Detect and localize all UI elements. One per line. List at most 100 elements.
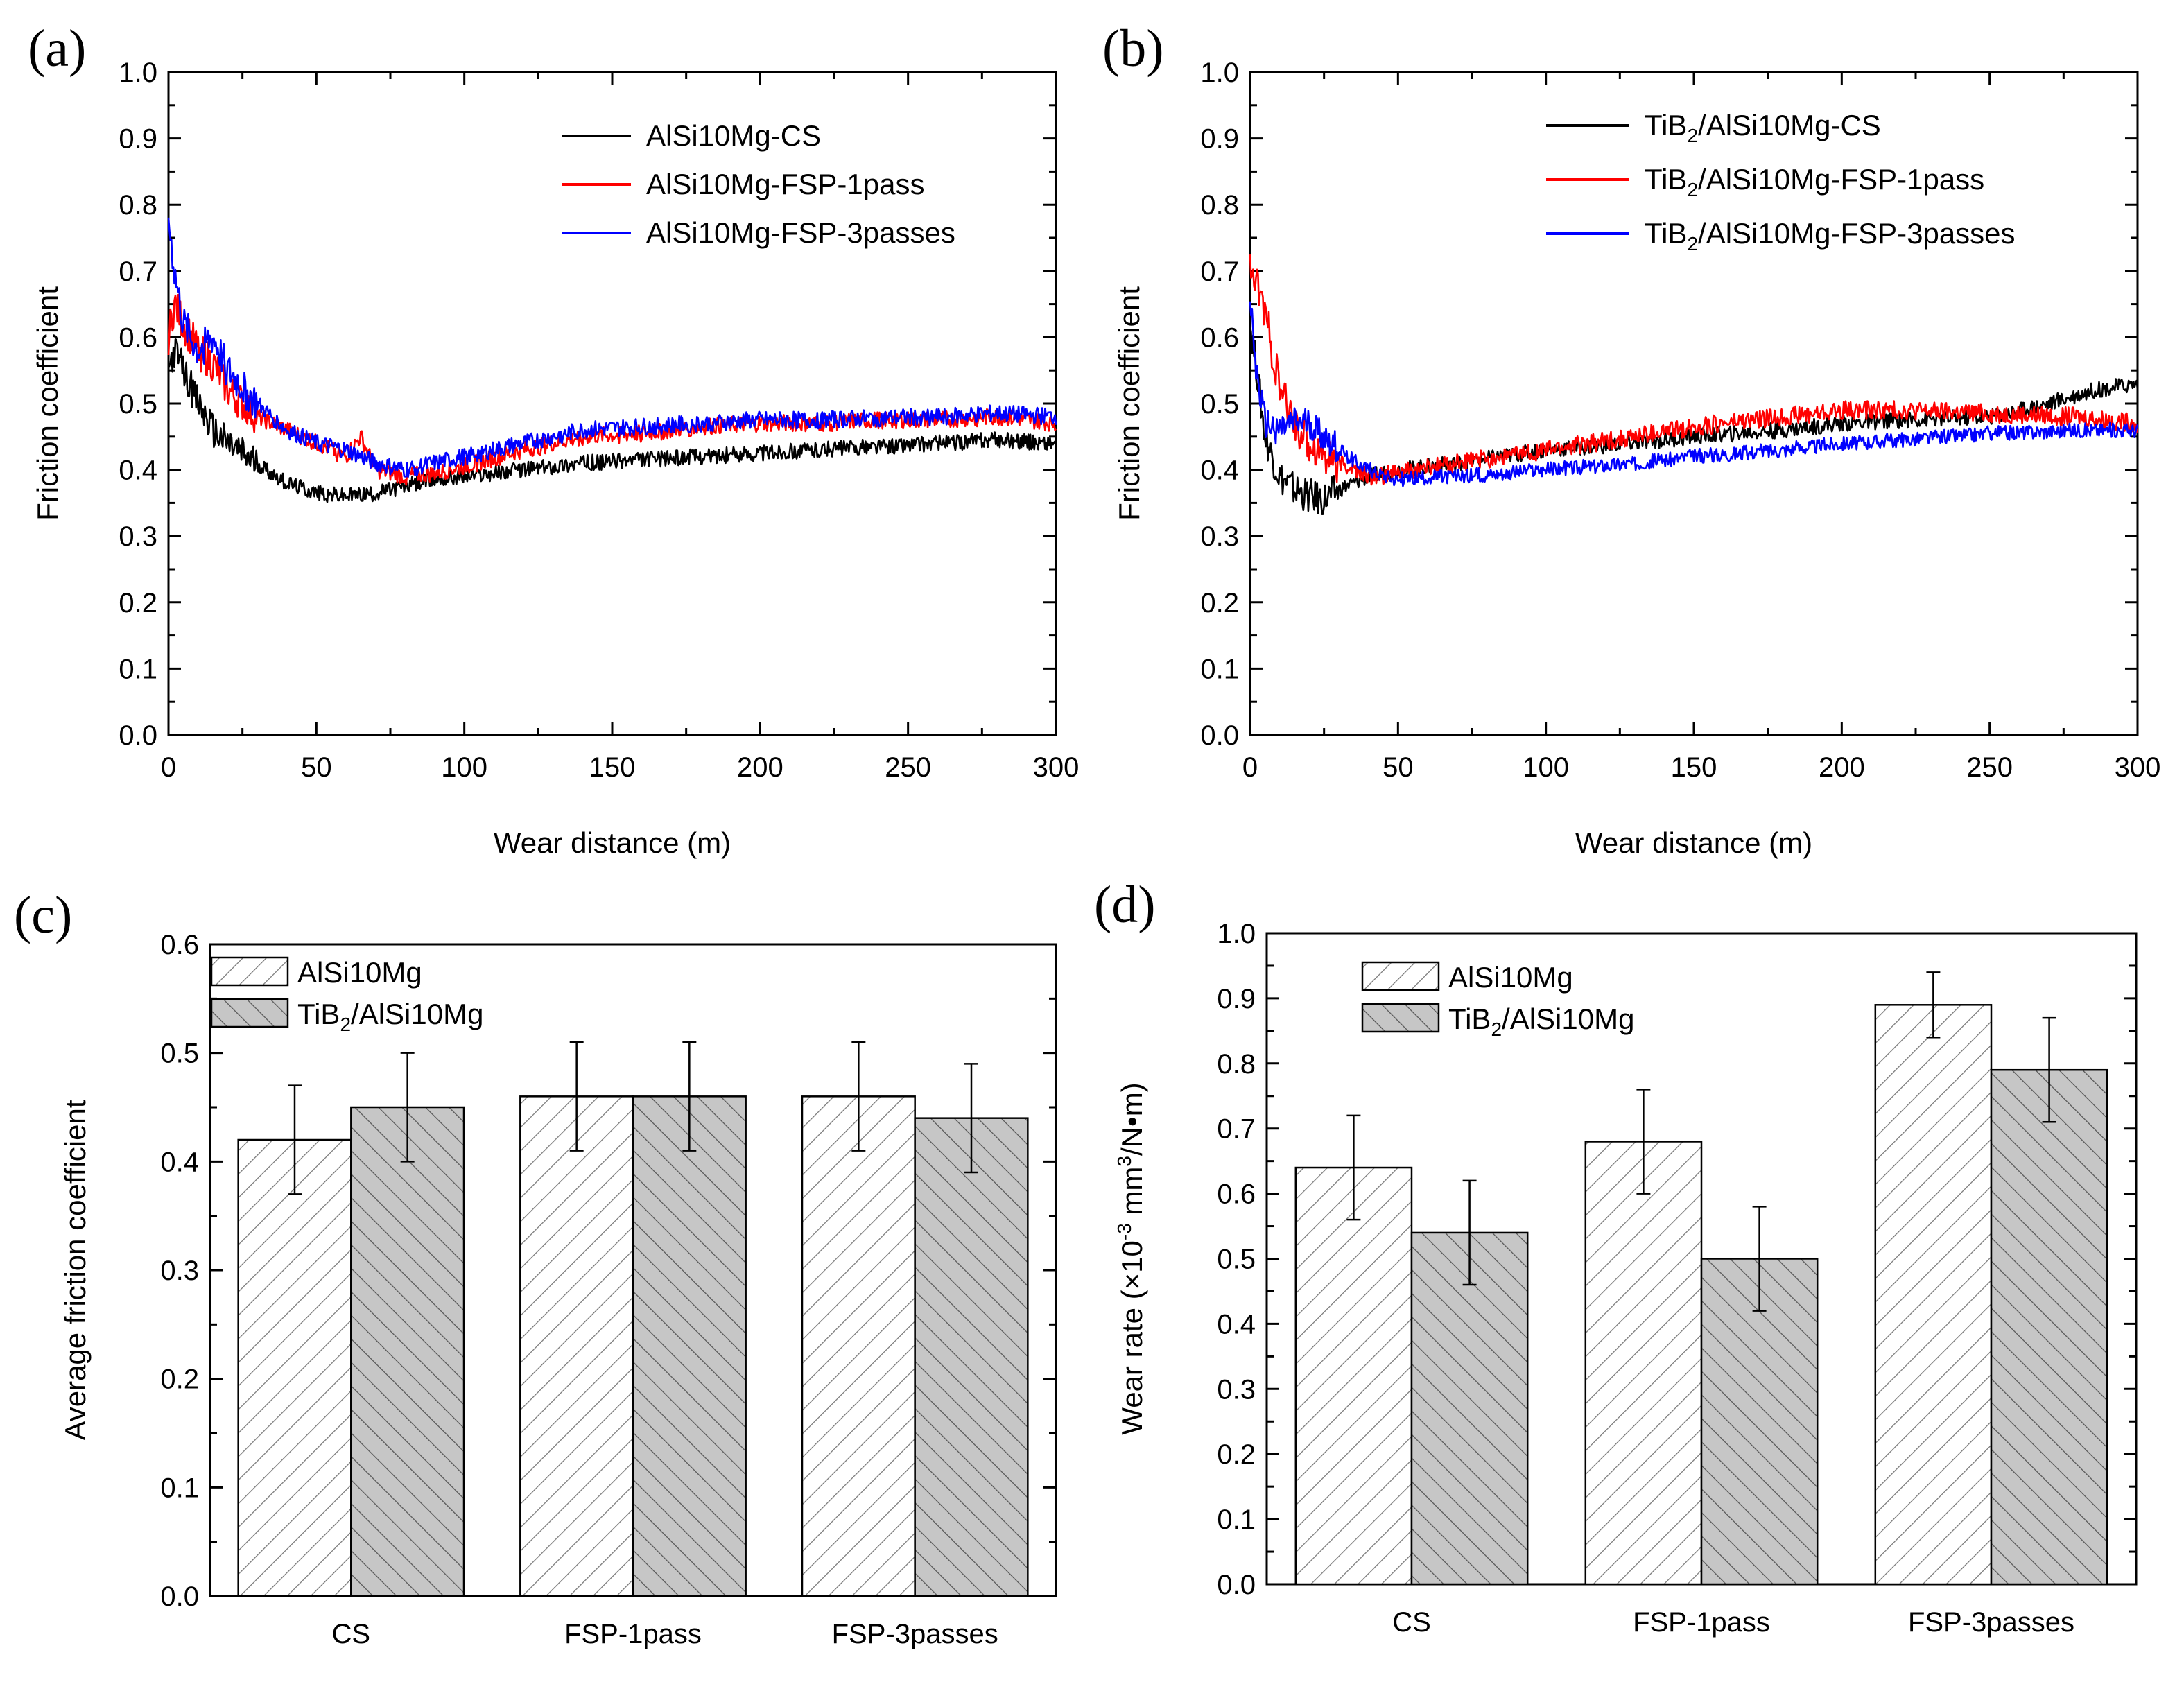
legend-label-2: TiB2/AlSi10Mg: [1448, 1003, 1634, 1040]
panel-label: (b): [1102, 19, 1164, 78]
y-axis-label-part: Wear rate (×10: [1116, 1240, 1148, 1435]
legend-label-1: AlSi10Mg-CS: [646, 119, 821, 152]
legend-swatch-2: [210, 998, 289, 1028]
legend-label-part: /AlSi10Mg-FSP-3passes: [1698, 217, 2016, 250]
x-tick-label: 0: [161, 752, 176, 783]
legend-label-1: AlSi10Mg: [297, 956, 422, 989]
panel-b-friction-curves-tib2: (b) 0.0 0.1 0.2 0.3 0.4 0.5 0.6 0.7 0.8 0.9 1.0 0 50 1…: [1102, 19, 2160, 859]
y-tick-label: 0.9: [119, 124, 157, 155]
y-tick-label: 0.5: [1217, 1245, 1256, 1275]
legend-label-part: 2: [1687, 233, 1698, 254]
bar-1: [1874, 1004, 1993, 1586]
x-category-label: FSP-3passes: [832, 1619, 998, 1649]
y-tick-label: 0.1: [119, 654, 157, 684]
x-tick-label: 200: [737, 752, 783, 783]
legend-label-3: TiB2/AlSi10Mg-FSP-3passes: [1645, 217, 2016, 254]
y-tick-label: 0.0: [160, 1581, 199, 1612]
y-axis-label: Friction coefficient: [1113, 286, 1145, 521]
x-tick-label: 50: [1383, 752, 1414, 783]
x-tick-label: 0: [1242, 752, 1258, 783]
x-category-label: FSP-1pass: [564, 1619, 702, 1649]
y-tick-label: 0.3: [119, 521, 157, 552]
legend-label-part: 2: [1491, 1018, 1502, 1040]
panel-label: (d): [1094, 876, 1156, 934]
y-axis-label-part: -3: [1113, 1223, 1135, 1240]
y-tick-label: 0.6: [1200, 322, 1239, 353]
y-tick-label: 0.8: [1217, 1049, 1256, 1080]
y-tick-label: 0.4: [119, 456, 157, 486]
y-tick-label: 0.2: [1200, 588, 1239, 618]
y-tick-label: 0.2: [160, 1364, 199, 1395]
y-tick-label: 1.0: [1200, 58, 1239, 88]
y-axis-label-part: 3: [1113, 1156, 1135, 1167]
y-axis-label: Friction coefficient: [31, 286, 64, 521]
legend-label-part: /AlSi10Mg-FSP-1pass: [1698, 163, 1984, 196]
legend-label-part: TiB: [297, 998, 340, 1030]
y-tick-label: 0.3: [1217, 1374, 1256, 1405]
legend-label-part: TiB: [1645, 163, 1687, 196]
legend-label-3: AlSi10Mg-FSP-3passes: [646, 216, 955, 249]
panel-a-friction-curves-alsi10mg: (a) 0.0 0.1 0.2 0.3 0.4 0.5 0.6 0.7 0.8 0.9 1.0 0 50 1…: [28, 19, 1079, 859]
y-tick-label: 0.4: [1217, 1309, 1256, 1339]
legend-label-part: 2: [1687, 125, 1698, 146]
y-tick-label: 0.9: [1217, 984, 1256, 1014]
legend-label-2: TiB2/AlSi10Mg-FSP-1pass: [1645, 163, 1984, 200]
legend-label-1: TiB2/AlSi10Mg-CS: [1645, 109, 1881, 146]
bar-1: [1294, 1166, 1413, 1586]
y-tick-label: 0.0: [1217, 1570, 1256, 1600]
y-tick-label: 0.2: [119, 588, 157, 618]
bar-2: [1700, 1258, 1819, 1586]
x-tick-label: 300: [1033, 752, 1080, 783]
y-tick-label: 0.5: [119, 389, 157, 419]
legend-label-part: /AlSi10Mg: [351, 998, 483, 1030]
x-tick-label: 250: [1966, 752, 2013, 783]
x-tick-label: 200: [1819, 752, 1865, 783]
y-tick-label: 0.3: [1200, 521, 1239, 552]
x-tick-label: 100: [441, 752, 487, 783]
legend-swatch-2: [1361, 1003, 1440, 1033]
y-axis-label-part: /N•m): [1116, 1082, 1148, 1156]
panel-label: (a): [28, 19, 86, 78]
y-tick-label: 1.0: [119, 58, 157, 88]
y-tick-label: 0.0: [1200, 720, 1239, 751]
bar-2: [914, 1117, 1029, 1597]
y-tick-label: 0.8: [119, 190, 157, 220]
legend-label-part: TiB: [1645, 217, 1687, 250]
y-tick-label: 1.0: [1217, 919, 1256, 949]
y-tick-label: 0.6: [119, 322, 157, 353]
x-tick-label: 50: [301, 752, 332, 783]
legend-label-part: 2: [340, 1014, 351, 1035]
y-tick-label: 0.7: [1200, 257, 1239, 287]
series-line-1: [167, 338, 1057, 503]
y-tick-label: 0.8: [1200, 190, 1239, 220]
bar-1: [801, 1095, 916, 1597]
x-category-label: FSP-1pass: [1633, 1607, 1770, 1638]
y-tick-label: 0.2: [1217, 1439, 1256, 1470]
x-tick-label: 300: [2115, 752, 2161, 783]
bar-1: [519, 1095, 634, 1597]
x-tick-label: 100: [1523, 752, 1569, 783]
panel-label: (c): [14, 886, 72, 944]
panel-d-wear-rate-bars: (d) 0.0 0.1 0.2 0.3 0.4 0.5 0.6 0.7 0.8 0.9 1.0 CS FS…: [1094, 876, 2138, 1638]
y-tick-label: 0.5: [1200, 389, 1239, 419]
legend-label-part: TiB: [1448, 1003, 1491, 1035]
legend-label-1: AlSi10Mg: [1448, 961, 1573, 994]
bar-2: [632, 1095, 747, 1597]
y-axis-label: Average friction coefficient: [59, 1100, 92, 1440]
panel-c-average-friction-bars: (c) 0.0 0.1 0.2 0.3 0.4 0.5 0.6 CS FSP-1pass FSP-3…: [14, 886, 1057, 1649]
legend-swatch-1: [1361, 961, 1440, 991]
y-tick-label: 0.9: [1200, 124, 1239, 155]
y-tick-label: 0.4: [160, 1147, 199, 1177]
bar-1: [1584, 1141, 1703, 1586]
x-tick-label: 150: [1671, 752, 1717, 783]
y-tick-label: 0.7: [119, 257, 157, 287]
bar-2: [350, 1106, 465, 1597]
x-axis-label: Wear distance (m): [494, 826, 731, 859]
x-tick-label: 250: [885, 752, 931, 783]
legend-label-part: /AlSi10Mg: [1502, 1003, 1634, 1035]
series-line-3: [1249, 301, 2139, 487]
y-axis-label: Wear rate (×10-3 mm3/N•m): [1113, 1082, 1148, 1434]
x-category-label: CS: [332, 1619, 371, 1649]
y-axis-label-part: mm: [1116, 1167, 1148, 1224]
